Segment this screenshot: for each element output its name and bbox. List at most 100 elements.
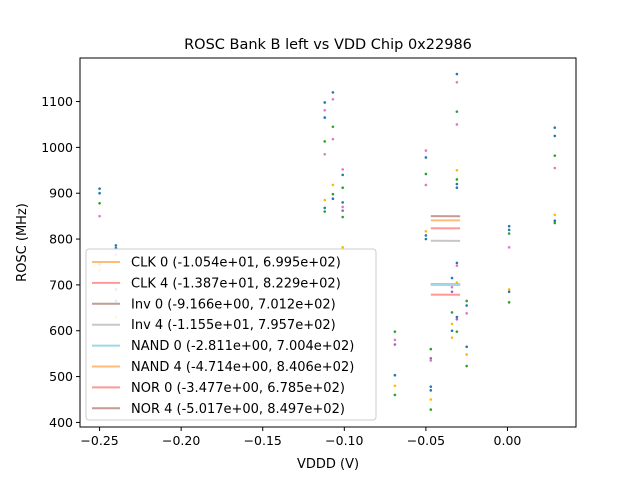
scatter-point	[465, 353, 468, 356]
x-tick-label: −0.25	[80, 433, 118, 448]
scatter-point	[553, 126, 557, 129]
legend-label-2: Inv 0 (-9.166e+00, 7.012e+02)	[131, 297, 336, 312]
legend-items: CLK 0 (-1.054e+01, 6.995e+02) CLK 4 (-1.3…	[92, 256, 354, 417]
x-axis-label: VDDD (V)	[297, 457, 359, 472]
legend-label-0: CLK 0 (-1.054e+01, 6.995e+02)	[131, 256, 341, 271]
fit-lines	[430, 215, 461, 296]
x-axis-ticks: −0.25 −0.20 −0.15 −0.10 −0.05 0.00	[80, 427, 521, 448]
scatter-point	[98, 202, 101, 205]
y-tick-label: 500	[49, 369, 73, 384]
scatter-point	[393, 343, 397, 346]
scatter-point	[424, 156, 428, 159]
legend-label-3: Inv 4 (-1.155e+01, 7.957e+02)	[131, 318, 336, 333]
scatter-point	[341, 173, 344, 177]
scatter-point	[424, 237, 428, 241]
legend-label-4: NAND 0 (-2.811e+00, 7.004e+02)	[131, 339, 354, 354]
scatter-point	[553, 219, 557, 223]
scatter-point	[465, 299, 468, 303]
scatter-point	[393, 393, 397, 397]
scatter-point	[323, 101, 327, 104]
scatter-point	[553, 166, 557, 170]
scatter-point	[323, 210, 327, 213]
scatter-point	[455, 169, 459, 172]
scatter-point	[341, 215, 344, 219]
scatter-point	[507, 228, 511, 232]
scatter-point	[507, 224, 511, 228]
scatter-point	[455, 330, 459, 333]
scatter-point	[450, 329, 454, 333]
scatter-point	[323, 198, 327, 202]
scatter-point	[341, 201, 344, 204]
y-tick-label: 900	[49, 186, 73, 201]
scatter-point	[429, 389, 433, 392]
scatter-point	[450, 276, 454, 280]
scatter-point	[450, 290, 454, 294]
chart-title: ROSC Bank B left vs VDD Chip 0x22986	[184, 37, 472, 53]
scatter-point	[331, 137, 335, 141]
scatter-point	[429, 356, 433, 360]
scatter-point	[507, 246, 511, 249]
scatter-point	[424, 149, 428, 152]
y-tick-label: 1000	[41, 140, 73, 155]
scatter-point	[455, 261, 459, 265]
scatter-point	[553, 134, 557, 138]
scatter-point	[465, 345, 468, 349]
legend-label-7: NOR 4 (-5.017e+00, 8.497e+02)	[131, 402, 345, 417]
legend: CLK 0 (-1.054e+01, 6.995e+02) CLK 4 (-1.3…	[85, 248, 377, 421]
x-tick-label: −0.10	[325, 433, 363, 448]
scatter-point	[455, 317, 459, 321]
legend-label-1: CLK 4 (-1.387e+01, 8.229e+02)	[131, 276, 341, 291]
scatter-point	[323, 206, 327, 210]
scatter-point	[331, 97, 335, 101]
scatter-point	[393, 373, 397, 377]
scatter-point	[455, 186, 459, 190]
scatter-point	[341, 186, 344, 190]
scatter-point	[331, 192, 335, 196]
scatter-point	[429, 385, 433, 388]
scatter-point	[331, 183, 335, 187]
scatter-point	[429, 347, 433, 351]
scatter-point	[507, 288, 511, 291]
scatter-point	[424, 172, 428, 176]
scatter-point	[323, 140, 327, 143]
scatter-point	[465, 304, 468, 307]
scatter-point	[429, 359, 433, 362]
scatter-point	[455, 80, 459, 84]
scatter-point	[341, 205, 344, 209]
scatter-point	[114, 244, 118, 247]
scatter-point	[553, 154, 557, 157]
scatter-point	[331, 197, 335, 201]
scatter-point	[455, 182, 459, 186]
scatter-point	[98, 191, 101, 195]
y-tick-label: 400	[49, 415, 73, 430]
scatter-point	[424, 183, 428, 187]
y-tick-label: 1100	[41, 94, 73, 109]
scatter-point	[323, 116, 327, 119]
scatter-point	[429, 398, 433, 401]
x-tick-label: −0.15	[244, 433, 282, 448]
y-axis-ticks: 400 500 600 700 800 900 1000 1100	[41, 94, 80, 430]
scatter-point	[450, 336, 454, 339]
scatter-point	[331, 125, 335, 129]
scatter-point	[455, 264, 459, 267]
scatter-point	[331, 91, 335, 94]
scatter-point	[450, 285, 454, 289]
scatter-point	[98, 187, 101, 190]
y-tick-label: 600	[49, 323, 73, 338]
scatter-point	[393, 338, 397, 342]
x-tick-label: −0.05	[407, 433, 445, 448]
scatter-point	[507, 301, 511, 304]
scatter-point	[341, 246, 344, 249]
scatter-point	[341, 168, 344, 171]
scatter-point	[424, 234, 428, 237]
y-tick-label: 700	[49, 277, 73, 292]
scatter-point	[455, 72, 459, 76]
scatter-point	[455, 123, 459, 126]
scatter-point	[455, 178, 459, 181]
scatter-point	[553, 221, 557, 225]
plot-area: CLK 0 (-1.054e+01, 6.995e+02) CLK 4 (-1.3…	[79, 57, 577, 428]
scatter-point	[393, 384, 397, 388]
x-tick-label: −0.20	[162, 433, 200, 448]
scatter-point	[323, 108, 327, 112]
